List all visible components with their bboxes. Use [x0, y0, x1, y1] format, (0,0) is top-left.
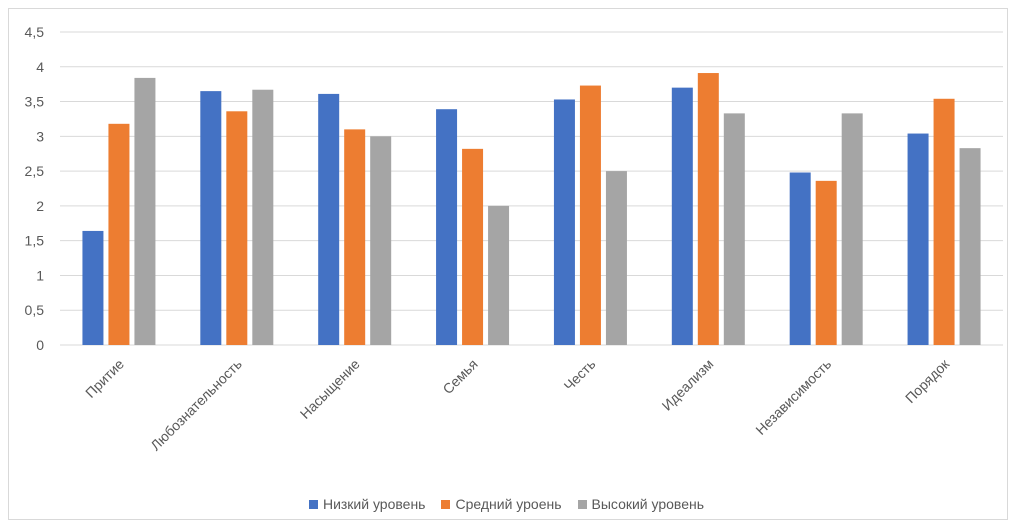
- legend-label: Низкий уровень: [322, 496, 426, 512]
- bar: [344, 129, 366, 345]
- y-tick-label: 1: [36, 267, 44, 283]
- x-category-label: Независимость: [752, 356, 834, 438]
- x-category-label: Любознательность: [147, 356, 245, 454]
- bar: [841, 113, 863, 345]
- bar: [553, 99, 575, 345]
- x-category-label: Семья: [439, 356, 480, 397]
- legend-item: Высокий уровень: [577, 496, 705, 512]
- x-category-label: Насыщение: [297, 356, 363, 422]
- y-axis-ticks: 0 0,5 1 1,5 2 2,5 3 3,5 4 4,5: [25, 24, 45, 353]
- legend-item: Средний уроень: [441, 496, 562, 512]
- bar: [605, 171, 627, 345]
- chart-legend: Низкий уровень Средний уроень Высокий уров…: [0, 495, 1013, 513]
- bar: [436, 109, 458, 345]
- bar: [252, 89, 274, 345]
- y-tick-label: 2: [36, 198, 44, 214]
- x-category-label: Притие: [82, 356, 127, 401]
- y-tick-label: 4,5: [25, 24, 45, 40]
- bar: [318, 93, 340, 345]
- bar: [488, 205, 510, 345]
- legend-item: Низкий уровень: [308, 496, 426, 512]
- x-category-label: Честь: [560, 356, 598, 394]
- bar: [697, 73, 719, 345]
- legend-swatch: [308, 499, 318, 509]
- bar: [108, 123, 130, 346]
- x-category-label: Порядок: [902, 355, 953, 406]
- bar: [907, 133, 929, 345]
- bar: [959, 148, 981, 345]
- bar: [200, 91, 222, 345]
- x-category-label: Идеализм: [659, 356, 717, 414]
- legend-swatch: [577, 499, 587, 509]
- bar: [226, 111, 248, 345]
- y-tick-label: 1,5: [25, 233, 45, 249]
- x-axis-categories: Притие Любознательность Насыщение Семья Чест…: [82, 355, 953, 453]
- y-tick-label: 3,5: [25, 94, 45, 110]
- bar: [789, 172, 811, 345]
- bar: [370, 136, 392, 345]
- bar: [579, 85, 601, 346]
- bar: [462, 148, 484, 345]
- bar: [815, 180, 837, 345]
- legend-label: Высокий уровень: [591, 496, 705, 512]
- y-tick-label: 3: [36, 128, 44, 144]
- y-tick-label: 0: [36, 337, 44, 353]
- legend-label: Средний уроень: [455, 496, 562, 512]
- y-tick-label: 2,5: [25, 163, 45, 179]
- bar: [82, 230, 104, 345]
- y-tick-label: 0,5: [25, 302, 45, 318]
- bar: [671, 87, 693, 346]
- bar: [723, 113, 745, 345]
- y-tick-label: 4: [36, 59, 44, 75]
- bar: [134, 77, 156, 345]
- bar: [933, 98, 955, 345]
- legend-swatch: [441, 499, 451, 509]
- bars: [82, 73, 981, 346]
